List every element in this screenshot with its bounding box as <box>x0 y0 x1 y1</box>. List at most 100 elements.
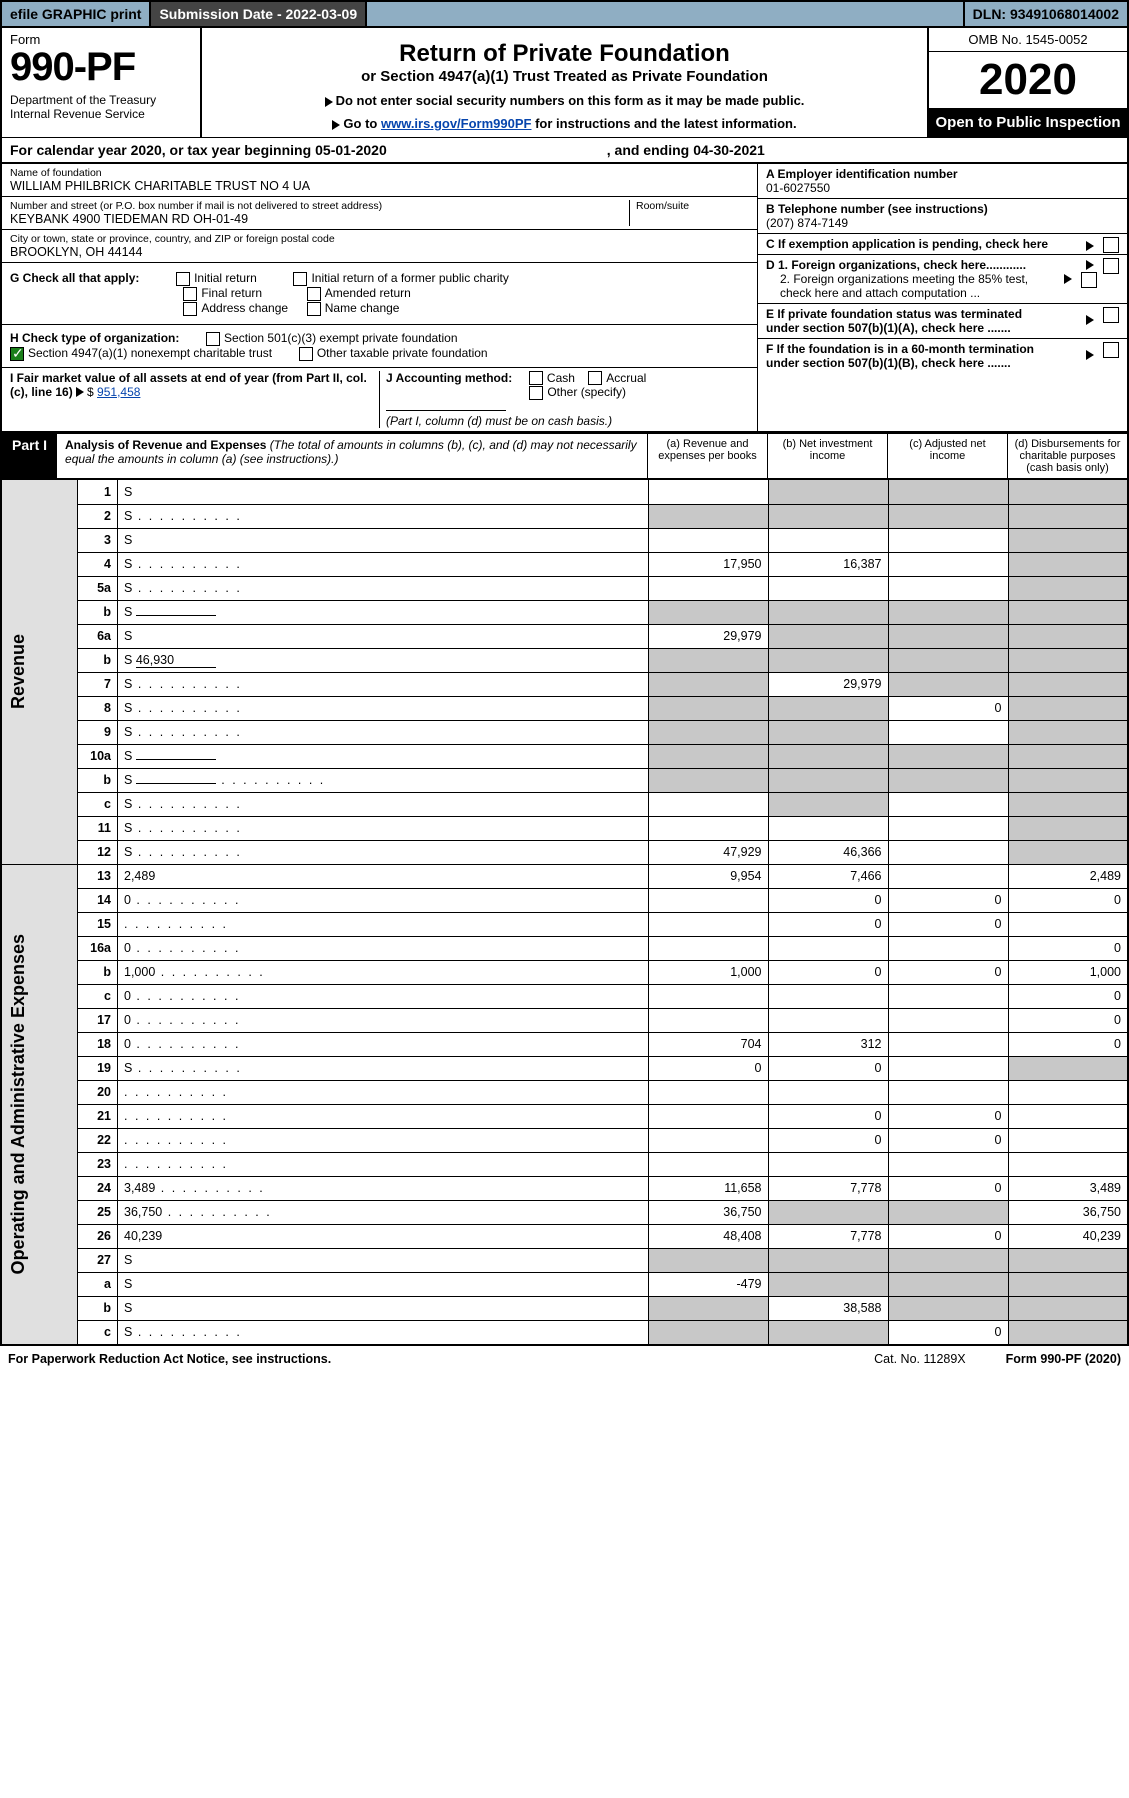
checkbox-amended[interactable] <box>307 287 321 301</box>
line-number: b <box>78 1296 118 1320</box>
amount-col-a <box>648 1008 768 1032</box>
col-c-header: (c) Adjusted net income <box>887 434 1007 478</box>
table-row: 16a00 <box>1 936 1128 960</box>
checkbox-d2[interactable] <box>1081 272 1097 288</box>
checkbox-cash[interactable] <box>529 371 543 385</box>
line-description <box>118 1104 649 1128</box>
section-i-j: I Fair market value of all assets at end… <box>2 368 757 432</box>
checkbox-d1[interactable] <box>1103 258 1119 274</box>
amount-col-b <box>768 768 888 792</box>
amount-col-d <box>1008 1104 1128 1128</box>
tax-year: 2020 <box>929 52 1127 108</box>
checkbox-other-taxable[interactable] <box>299 347 313 361</box>
amount-col-c <box>888 792 1008 816</box>
part1-title-block: Analysis of Revenue and Expenses (The to… <box>57 434 647 478</box>
line-description: 1,000 <box>118 960 649 984</box>
amount-col-a <box>648 696 768 720</box>
amount-col-c <box>888 1080 1008 1104</box>
amount-col-c <box>888 720 1008 744</box>
line-number: 15 <box>78 912 118 936</box>
amount-col-d <box>1008 600 1128 624</box>
amount-col-b <box>768 984 888 1008</box>
line-description: S <box>118 696 649 720</box>
amount-col-d <box>1008 1056 1128 1080</box>
amount-col-b <box>768 1008 888 1032</box>
b-label: B Telephone number (see instructions) <box>766 202 988 216</box>
amount-col-b <box>768 1272 888 1296</box>
checkbox-address-change[interactable] <box>183 302 197 316</box>
checkbox-c[interactable] <box>1103 237 1119 253</box>
line-number: c <box>78 984 118 1008</box>
amount-col-d: 40,239 <box>1008 1224 1128 1248</box>
j-note: (Part I, column (d) must be on cash basi… <box>386 414 612 428</box>
amount-col-b: 312 <box>768 1032 888 1056</box>
amount-col-d: 36,750 <box>1008 1200 1128 1224</box>
line-number: c <box>78 792 118 816</box>
dept-label: Department of the Treasury Internal Reve… <box>10 93 192 121</box>
header-left: Form 990-PF Department of the Treasury I… <box>2 28 202 137</box>
amount-col-d <box>1008 816 1128 840</box>
amount-col-d <box>1008 552 1128 576</box>
foundation-name-cell: Name of foundation WILLIAM PHILBRICK CHA… <box>2 164 757 197</box>
fmv-link[interactable]: 951,458 <box>97 385 140 399</box>
checkbox-initial-former[interactable] <box>293 272 307 286</box>
amount-col-a <box>648 744 768 768</box>
table-row: 4S17,95016,387 <box>1 552 1128 576</box>
checkbox-f[interactable] <box>1103 342 1119 358</box>
amount-col-d: 0 <box>1008 984 1128 1008</box>
checkbox-final-return[interactable] <box>183 287 197 301</box>
g-label: G Check all that apply: <box>10 271 139 285</box>
table-row: Revenue1S <box>1 480 1128 504</box>
amount-col-d: 3,489 <box>1008 1176 1128 1200</box>
checkbox-accrual[interactable] <box>588 371 602 385</box>
amount-col-a <box>648 984 768 1008</box>
table-row: 1700 <box>1 1008 1128 1032</box>
amount-col-a: 0 <box>648 1056 768 1080</box>
triangle-icon <box>76 387 84 397</box>
amount-col-d <box>1008 1080 1128 1104</box>
amount-col-d <box>1008 912 1128 936</box>
line-number: 26 <box>78 1224 118 1248</box>
amount-col-a: 36,750 <box>648 1200 768 1224</box>
section-f: F If the foundation is in a 60-month ter… <box>758 339 1127 373</box>
checkbox-other-method[interactable] <box>529 386 543 400</box>
line-number: 5a <box>78 576 118 600</box>
line-number: 25 <box>78 1200 118 1224</box>
checkbox-initial-return[interactable] <box>176 272 190 286</box>
line-number: 12 <box>78 840 118 864</box>
section-c: C If exemption application is pending, c… <box>758 234 1127 255</box>
amount-col-b: 29,979 <box>768 672 888 696</box>
line-description: 0 <box>118 936 649 960</box>
table-row: 10aS <box>1 744 1128 768</box>
amount-col-c <box>888 528 1008 552</box>
amount-col-c <box>888 1152 1008 1176</box>
amount-col-c <box>888 600 1008 624</box>
amount-col-d <box>1008 576 1128 600</box>
amount-col-a <box>648 600 768 624</box>
calbar-begin: 05-01-2020 <box>315 142 387 158</box>
line-description: S <box>118 792 649 816</box>
amount-col-a <box>648 816 768 840</box>
amount-col-b <box>768 1200 888 1224</box>
checkbox-e[interactable] <box>1103 307 1119 323</box>
expenses-side-label: Operating and Administrative Expenses <box>1 864 78 1344</box>
checkbox-name-change[interactable] <box>307 302 321 316</box>
line-description: S <box>118 840 649 864</box>
amount-col-b: 0 <box>768 888 888 912</box>
city-cell: City or town, state or province, country… <box>2 230 757 263</box>
line-description: S <box>118 504 649 528</box>
checkbox-4947a1[interactable] <box>10 347 24 361</box>
checkbox-501c3[interactable] <box>206 332 220 346</box>
table-row: 23 <box>1 1152 1128 1176</box>
calbar-mid: , and ending <box>607 142 689 158</box>
d1-label: D 1. Foreign organizations, check here..… <box>766 258 1026 272</box>
amount-col-c <box>888 1296 1008 1320</box>
amount-col-d <box>1008 1152 1128 1176</box>
amount-col-b <box>768 1320 888 1344</box>
line-description <box>118 1128 649 1152</box>
amount-col-b: 0 <box>768 960 888 984</box>
omb-number: OMB No. 1545-0052 <box>929 28 1127 52</box>
amount-col-d <box>1008 840 1128 864</box>
irs-link[interactable]: www.irs.gov/Form990PF <box>381 116 532 131</box>
amount-col-b <box>768 1248 888 1272</box>
